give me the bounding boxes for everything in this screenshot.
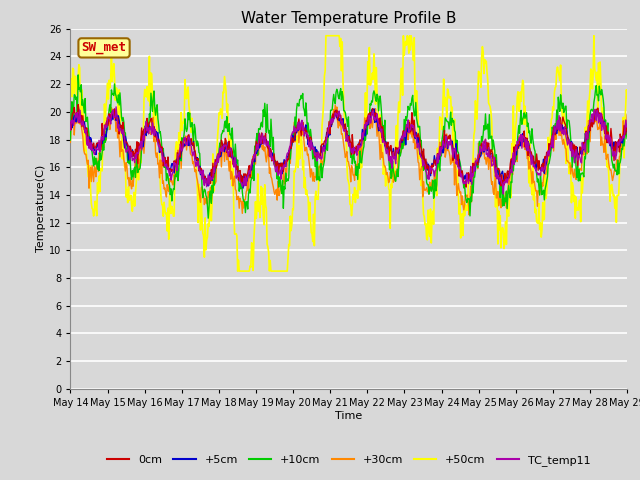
Y-axis label: Temperature(C): Temperature(C) [36,165,46,252]
X-axis label: Time: Time [335,410,362,420]
Title: Water Temperature Profile B: Water Temperature Profile B [241,11,456,26]
Legend: 0cm, +5cm, +10cm, +30cm, +50cm, TC_temp11: 0cm, +5cm, +10cm, +30cm, +50cm, TC_temp1… [102,450,595,470]
Text: SW_met: SW_met [81,41,127,54]
